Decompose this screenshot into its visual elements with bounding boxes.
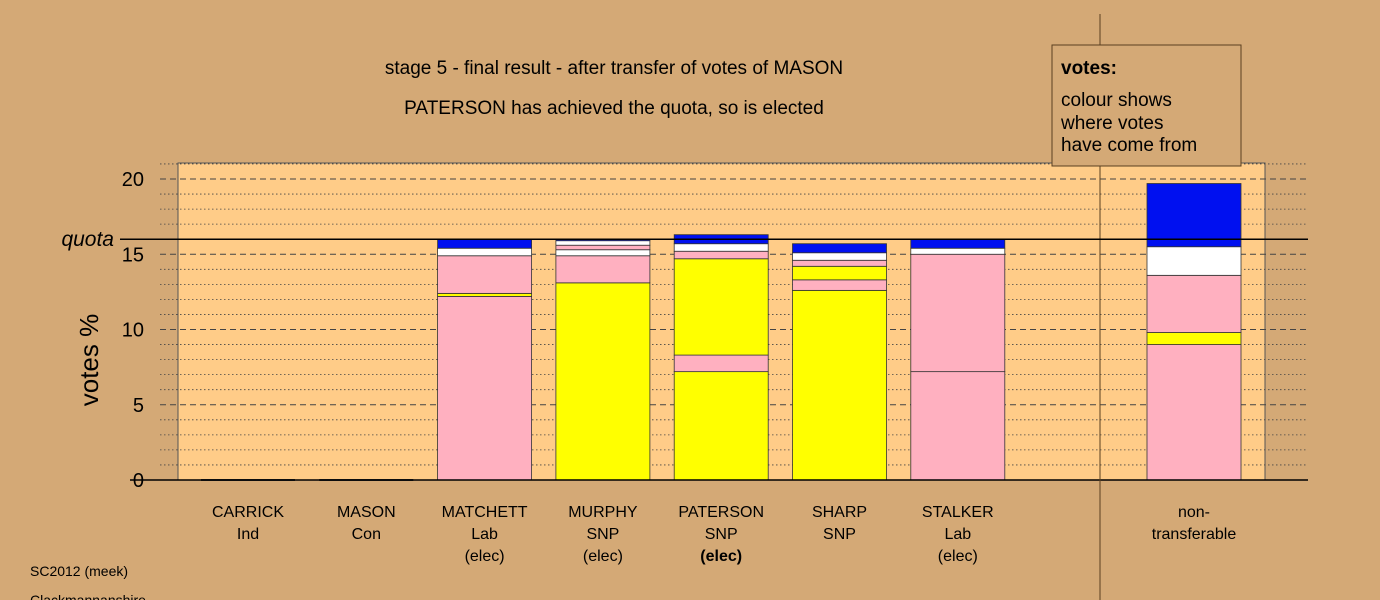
chart-subtitle: PATERSON has achieved the quota, so is e… (404, 98, 824, 119)
y-tick-label: 15 (122, 244, 144, 266)
bar-segment (555, 255, 651, 284)
legend-line: have come from (1061, 135, 1197, 156)
nontransferable-bar-segment (1146, 183, 1242, 248)
y-tick-label: 10 (122, 320, 144, 342)
candidate-label: STALKER (922, 504, 994, 521)
quota-label: quota (61, 228, 114, 251)
candidate-label: SNP (705, 526, 738, 543)
y-axis-label: votes % (74, 314, 104, 407)
bar-segment (555, 244, 651, 251)
candidate-label: (elec) (938, 548, 978, 565)
candidate-label: Con (352, 526, 381, 543)
candidate-label: SHARP (812, 504, 867, 521)
candidate-label: SNP (586, 526, 619, 543)
bar-segment (437, 247, 533, 257)
nontransferable-bar-segment (1146, 246, 1242, 276)
bar-segment (792, 243, 887, 254)
candidate-label: PATERSON (678, 504, 764, 521)
candidate-label: Lab (944, 526, 971, 543)
nontransferable-bar-segment (1146, 332, 1242, 345)
candidate-label: (elec) (583, 548, 623, 565)
bar-segment (792, 289, 887, 481)
legend-box: votes: colour shows where votes have com… (1051, 44, 1242, 167)
legend-title: votes: (1061, 58, 1117, 79)
bar-segment (673, 371, 769, 481)
candidate-label: CARRICK (212, 504, 284, 521)
bar-segment (792, 252, 887, 261)
candidate-label: MASON (337, 504, 396, 521)
y-tick-label: 20 (122, 169, 144, 191)
bar-segment (792, 279, 887, 291)
bar-segment (673, 258, 769, 356)
candidate-label: SNP (823, 526, 856, 543)
y-tick-label: 0 (133, 470, 144, 492)
legend-line: where votes (1060, 113, 1163, 134)
footer-area: Clackmannanshire (30, 592, 146, 600)
bar-segment (792, 265, 887, 281)
candidate-label: MURPHY (568, 504, 638, 521)
candidate-label: (elec) (465, 548, 505, 565)
candidate-label: (elec) (700, 548, 742, 565)
bar-segment (555, 282, 651, 481)
bar-segment (910, 253, 1006, 373)
bar-segment (673, 354, 769, 373)
bar-segment (555, 249, 651, 257)
legend-line: colour shows (1061, 90, 1172, 111)
bar-segment (910, 247, 1006, 255)
footer-election: SC2012 (meek) (30, 563, 128, 579)
bar-segment (437, 295, 533, 481)
bar-segment (437, 255, 533, 294)
bar-segment (792, 259, 887, 267)
chart-title: stage 5 - final result - after transfer … (385, 58, 843, 79)
bar-segment (437, 292, 533, 297)
bar-segment (673, 243, 769, 252)
candidate-label: transferable (1152, 526, 1237, 543)
bar-segment (437, 238, 533, 249)
nontransferable-bar-segment (1146, 344, 1242, 481)
bar-segment (673, 250, 769, 260)
nontransferable-bar-segment (1146, 274, 1242, 333)
candidate-label: MATCHETT (442, 504, 528, 521)
bar-segment (910, 238, 1006, 249)
y-tick-label: 5 (133, 395, 144, 417)
candidate-label: non- (1178, 504, 1210, 521)
bar-segment (910, 371, 1006, 481)
x-axis-labels: CARRICK Ind MASON Con MATCHETT Lab (elec) MURPH… (212, 504, 1236, 565)
candidate-label: Ind (237, 526, 259, 543)
bar-segment (555, 240, 651, 246)
y-axis: 0 5 10 15 20 (122, 169, 144, 492)
candidate-label: Lab (471, 526, 498, 543)
